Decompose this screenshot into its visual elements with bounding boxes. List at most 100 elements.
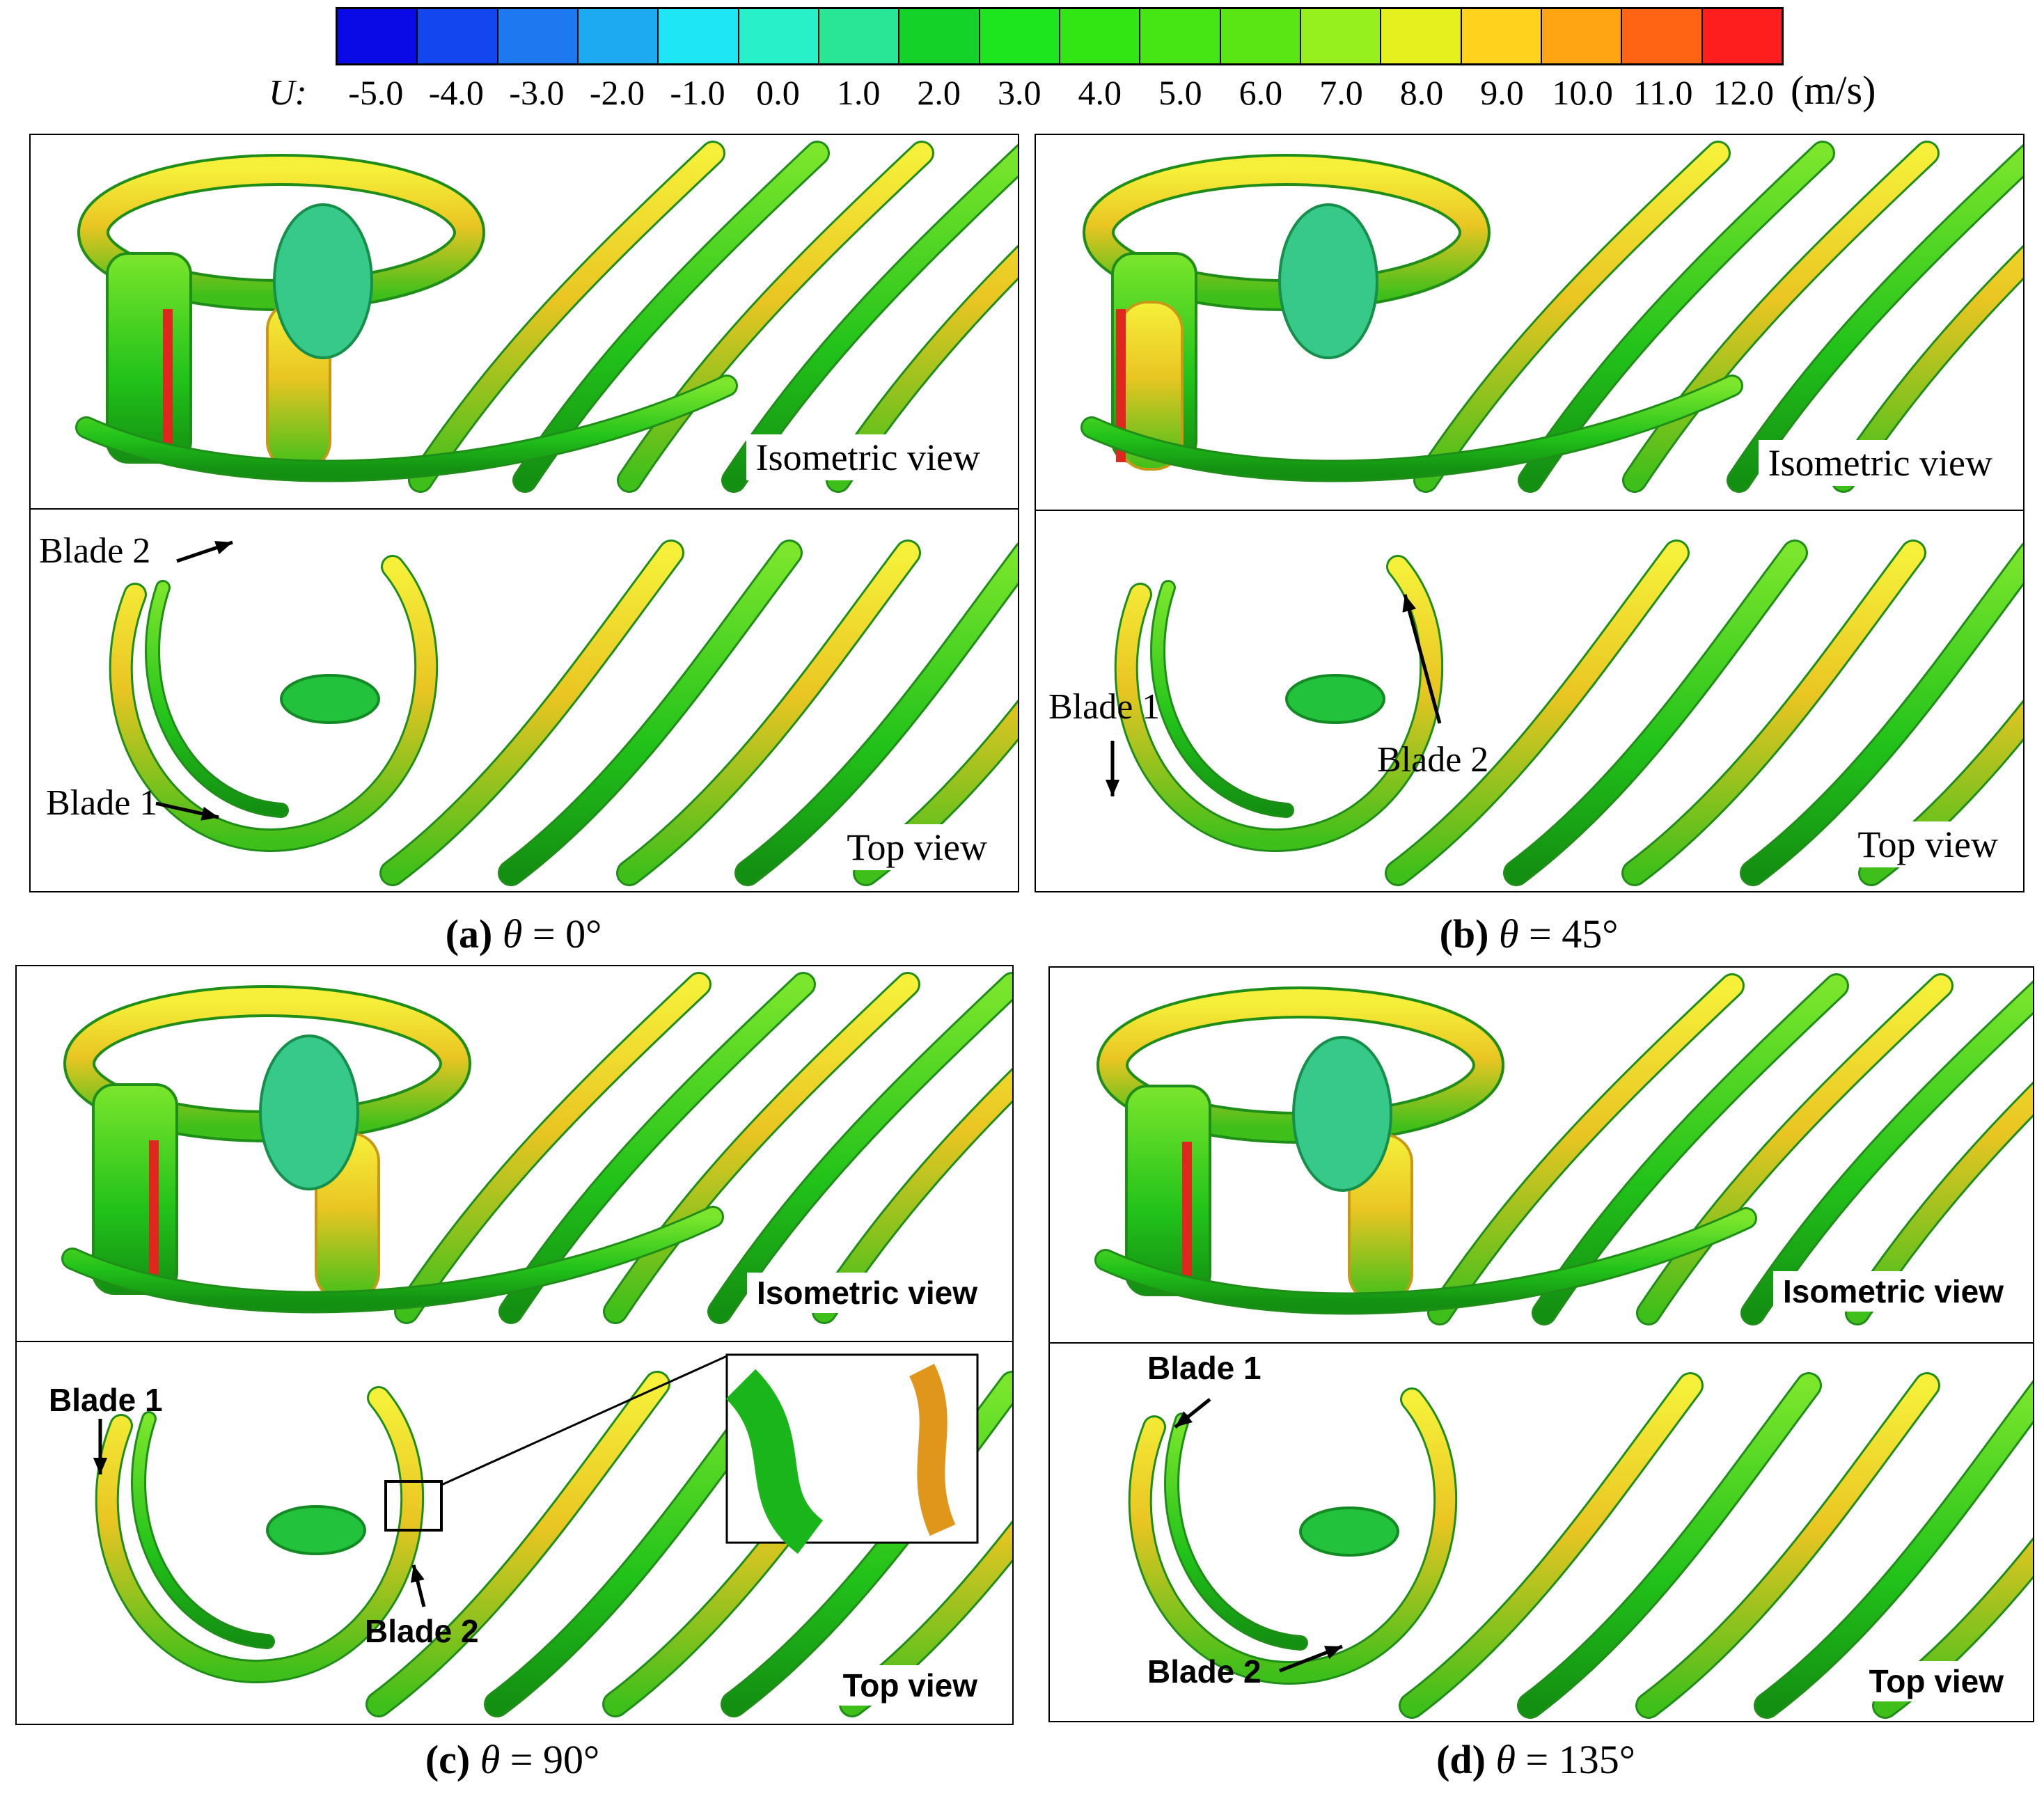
wake-vortex-tube-fill: [723, 146, 1018, 491]
zoom-source-box: [384, 1480, 443, 1532]
top-wake-vortex-tube-fill: [618, 542, 919, 884]
wake-vortex-tube-fill: [1833, 247, 2023, 491]
lower-arc-vortex-fill: [1096, 1209, 1755, 1313]
top-wake-vortex-tube-fill: [1742, 545, 2023, 884]
wake-vortex-tube-fill: [1534, 975, 1847, 1323]
pointer-arrowhead: [201, 806, 219, 821]
blade-1-label: Blade 1: [1048, 687, 1161, 727]
colorbar-tick-label: 8.0: [1399, 73, 1444, 112]
colorbar-cell: [1381, 9, 1462, 63]
pointer-arrow: [1403, 594, 1442, 724]
pointer-arrowhead: [1324, 1646, 1342, 1660]
wake-vortex-tube-fill: [828, 247, 1018, 491]
panel-d: Isometric view Top view Blade 1 Blade 2: [1048, 966, 2034, 1722]
top-wake-vortex-tube-fill: [1519, 1374, 1820, 1717]
colorbar-cell: [739, 9, 819, 63]
colorbar-unit-label: (m/s): [1791, 68, 1876, 113]
colorbar-tick-label: 5.0: [1158, 73, 1202, 112]
top-wake-vortex-tube-fill: [368, 1373, 668, 1715]
colorbar-tick-label: 11.0: [1633, 73, 1693, 112]
colorbar-cell: [418, 9, 498, 63]
panel-c: Isometric view Top view Blade 1 Blade 2: [15, 965, 1014, 1725]
colorbar-cell: [1060, 9, 1141, 63]
top-inner-vortex-fill: [133, 1413, 273, 1647]
colorbar-tick-label: 3.0: [997, 73, 1041, 112]
blade-1-label: Blade 1: [1147, 1350, 1261, 1386]
colorbar-tick-label: -3.0: [509, 73, 565, 112]
wake-vortex-tube-fill: [1624, 143, 1937, 491]
pointer-arrowhead: [214, 541, 233, 555]
wake-vortex-tube-fill: [1520, 143, 1833, 491]
wake-vortex-tube-fill: [619, 143, 932, 491]
colorbar-cell: [659, 9, 739, 63]
pointer-arrowhead: [1175, 1411, 1193, 1427]
isometric-view-label: Isometric view: [1772, 1271, 2013, 1312]
colorbar-cell: [1140, 9, 1221, 63]
vortex-visualization: [75, 141, 1018, 886]
wake-vortex-tube-fill: [605, 974, 918, 1322]
wake-vortex-tube-fill: [1729, 146, 2023, 491]
colorbar-cell: [498, 9, 579, 63]
colorbar-cell: [980, 9, 1060, 63]
pointer-arrowhead: [1105, 780, 1120, 796]
colorbar-cell: [1461, 9, 1542, 63]
panel-divider: [1036, 510, 2023, 511]
colorbar-cell: [578, 9, 659, 63]
top-wake-vortex-tube-fill: [382, 542, 682, 884]
wake-vortex-tube-fill: [410, 143, 723, 491]
lower-arc-vortex-fill: [1083, 377, 1741, 480]
top-hub-vortex: [266, 1505, 366, 1555]
top-inner-vortex-fill: [1152, 582, 1292, 816]
hub-vortex: [259, 1034, 359, 1190]
panel-divider: [31, 508, 1018, 510]
colorbar-tick-label: -2.0: [589, 73, 645, 112]
top-hub-vortex: [280, 674, 380, 724]
top-inner-vortex: [131, 1411, 275, 1649]
colorbar-tick-label: 6.0: [1239, 73, 1283, 112]
top-wake-vortex-tube-fill: [1637, 1374, 1938, 1717]
top-wake-vortex-tube-fill: [1387, 542, 1688, 884]
isometric-view-label: Isometric view: [1758, 440, 2002, 486]
panel-divider: [17, 1341, 1012, 1342]
blade-2-label: Blade 2: [1147, 1653, 1261, 1690]
hub-vortex: [1292, 1036, 1392, 1192]
top-ring-vortex-fill: [1116, 557, 1442, 850]
top-view-label: Top view: [837, 824, 997, 870]
pointer-arrowhead: [410, 1565, 425, 1583]
hub-vortex: [1278, 203, 1378, 359]
colorbar-cell: [1300, 9, 1382, 63]
pointer-arrowhead: [1402, 595, 1417, 613]
vortex-visualization: [1080, 141, 2023, 886]
caption-a: (a) θ = 0°: [445, 911, 602, 957]
wake-vortex-tube-fill: [514, 143, 828, 491]
colorbar-cell: [1622, 9, 1703, 63]
blade-edge-high-velocity: [149, 1140, 159, 1293]
zoom-inset-vortex: [909, 1364, 956, 1536]
colorbar-cell: [1220, 9, 1301, 63]
top-wake-vortex-tube-fill: [1505, 542, 1806, 884]
blade-1-label: Blade 1: [46, 783, 158, 823]
top-inner-vortex: [1164, 1413, 1308, 1651]
top-ring-vortex-fill: [1130, 1390, 1456, 1683]
colorbar-tick-label: 1.0: [836, 73, 881, 112]
zoom-leader-line: [441, 1355, 728, 1486]
caption-b: (b) θ = 45°: [1439, 911, 1619, 957]
wake-vortex-tube-fill: [1415, 143, 1729, 491]
colorbar-tick-label: 7.0: [1319, 73, 1363, 112]
panel-divider: [1050, 1342, 2033, 1344]
colorbar-tick-label: 4.0: [1078, 73, 1122, 112]
wake-vortex-tube-fill: [709, 974, 1012, 1322]
colorbar-tick-label: 9.0: [1480, 73, 1524, 112]
wake-vortex-tube-fill: [814, 1070, 1012, 1322]
top-inner-vortex: [145, 580, 289, 818]
colorbar-variable-label: U:: [269, 73, 307, 113]
hub-vortex: [273, 203, 373, 359]
colorbar-tick-label: -5.0: [348, 73, 404, 112]
caption-d: (d) θ = 135°: [1436, 1737, 1635, 1782]
top-wake-vortex-tube-fill: [1756, 1383, 2033, 1717]
blade-2-label: Blade 2: [365, 1613, 479, 1649]
top-hub-vortex: [1299, 1506, 1399, 1557]
top-view-label: Top view: [1859, 1661, 2013, 1701]
pointer-arrowhead: [93, 1458, 108, 1474]
top-wake-vortex-tube-fill: [1401, 1374, 1701, 1717]
